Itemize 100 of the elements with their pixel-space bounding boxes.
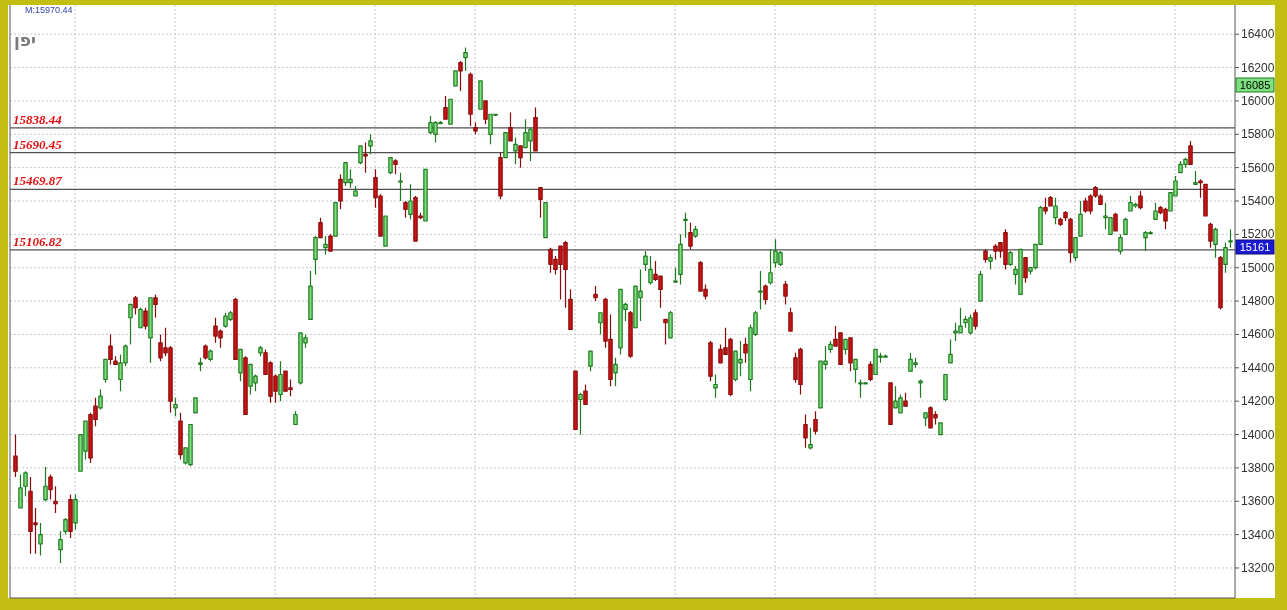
candlestick bbox=[1008, 250, 1013, 267]
candlestick bbox=[473, 122, 478, 135]
y-tick-label: 16200 bbox=[1241, 60, 1275, 75]
candlestick bbox=[533, 106, 538, 152]
candlestick bbox=[448, 98, 453, 125]
candlestick bbox=[18, 473, 23, 509]
candlestick bbox=[468, 71, 473, 127]
candlestick bbox=[943, 373, 948, 402]
candlestick bbox=[853, 358, 858, 384]
candlestick bbox=[783, 280, 788, 306]
candlestick bbox=[73, 493, 78, 531]
candlestick bbox=[568, 288, 573, 331]
candlestick bbox=[308, 270, 313, 321]
candlestick bbox=[403, 200, 408, 219]
candlestick bbox=[38, 522, 43, 557]
candlestick bbox=[278, 360, 283, 402]
candlestick bbox=[233, 297, 238, 361]
y-tick-label: 14800 bbox=[1241, 294, 1275, 309]
y-tick-label: 14600 bbox=[1241, 327, 1275, 342]
candlestick bbox=[328, 233, 333, 252]
y-tick-label: 16000 bbox=[1241, 93, 1275, 108]
candlestick bbox=[923, 412, 928, 427]
candlestick bbox=[463, 46, 468, 72]
candlestick bbox=[1153, 202, 1158, 220]
candlestick bbox=[1058, 217, 1063, 227]
candlestick bbox=[103, 358, 108, 384]
candlestick bbox=[593, 285, 598, 302]
candlestick bbox=[668, 310, 673, 339]
candlestick bbox=[1203, 183, 1208, 217]
candlestick bbox=[648, 255, 653, 285]
candlestick bbox=[508, 111, 513, 142]
candlestick bbox=[1113, 212, 1118, 232]
candlestick bbox=[1198, 178, 1203, 199]
candlestick bbox=[148, 297, 153, 364]
y-tick-label: 13600 bbox=[1241, 494, 1275, 509]
candlestick bbox=[358, 145, 363, 165]
candlestick bbox=[383, 215, 388, 247]
candlestick bbox=[453, 70, 458, 87]
candlestick bbox=[1118, 233, 1123, 255]
candlestick bbox=[713, 373, 718, 399]
y-tick-label: 13400 bbox=[1241, 527, 1275, 542]
candlestick bbox=[758, 270, 763, 311]
candlestick bbox=[673, 267, 678, 283]
candlestick bbox=[803, 413, 808, 449]
candlestick bbox=[133, 295, 138, 316]
candlestick bbox=[848, 337, 853, 372]
candlestick bbox=[353, 185, 358, 197]
candlestick bbox=[538, 187, 543, 219]
candlestick bbox=[338, 173, 343, 210]
candlestick bbox=[813, 410, 818, 436]
candlestick bbox=[368, 133, 373, 155]
text: 15161 bbox=[1239, 241, 1271, 253]
candlestick bbox=[153, 293, 158, 319]
candlestick bbox=[478, 80, 483, 110]
candlestick bbox=[398, 172, 403, 202]
candlestick bbox=[888, 382, 893, 426]
candlestick bbox=[808, 427, 813, 451]
candlestick bbox=[128, 303, 133, 346]
text: יפן bbox=[14, 30, 37, 50]
candlestick bbox=[1023, 257, 1028, 284]
candlestick bbox=[43, 466, 48, 502]
candlestick bbox=[573, 370, 578, 431]
candlestick bbox=[293, 410, 298, 426]
candlestick bbox=[828, 340, 833, 354]
candlestick bbox=[978, 270, 983, 302]
y-tick-label: 15600 bbox=[1241, 160, 1275, 175]
ref-line-label: 15106.82 bbox=[13, 233, 63, 249]
candlestick bbox=[498, 152, 503, 200]
candlestick bbox=[1078, 200, 1083, 237]
candlestick bbox=[258, 345, 263, 357]
candlestick bbox=[678, 233, 683, 285]
candlestick bbox=[683, 212, 688, 239]
candlestick bbox=[1138, 190, 1143, 210]
candlestick bbox=[1193, 170, 1198, 185]
candlestick bbox=[13, 433, 18, 478]
candlestick bbox=[628, 310, 633, 359]
candlestick bbox=[443, 95, 448, 120]
candlestick bbox=[483, 100, 488, 125]
candlestick bbox=[903, 392, 908, 407]
candlestick bbox=[1228, 228, 1233, 249]
candlestick bbox=[513, 137, 518, 165]
annotation: M:15970.44 bbox=[25, 5, 73, 15]
y-tick-label: 15200 bbox=[1241, 227, 1275, 242]
candlestick bbox=[313, 235, 318, 275]
candlestick bbox=[708, 340, 713, 382]
candlestick bbox=[598, 312, 603, 336]
ref-line-label: 15838.44 bbox=[13, 111, 63, 127]
candlestick bbox=[1218, 255, 1223, 311]
candlestick bbox=[98, 388, 103, 411]
y-tick-label: 13800 bbox=[1241, 460, 1275, 475]
candlestick bbox=[198, 357, 203, 372]
candlestick bbox=[1063, 210, 1068, 222]
candlestick bbox=[583, 383, 588, 406]
candlestick bbox=[768, 248, 773, 285]
candlestick bbox=[393, 158, 398, 175]
candlestick bbox=[1213, 227, 1218, 259]
candlestick bbox=[1068, 217, 1073, 264]
candlestick bbox=[193, 397, 198, 414]
candlestick bbox=[543, 202, 548, 239]
candlestick bbox=[108, 333, 113, 366]
